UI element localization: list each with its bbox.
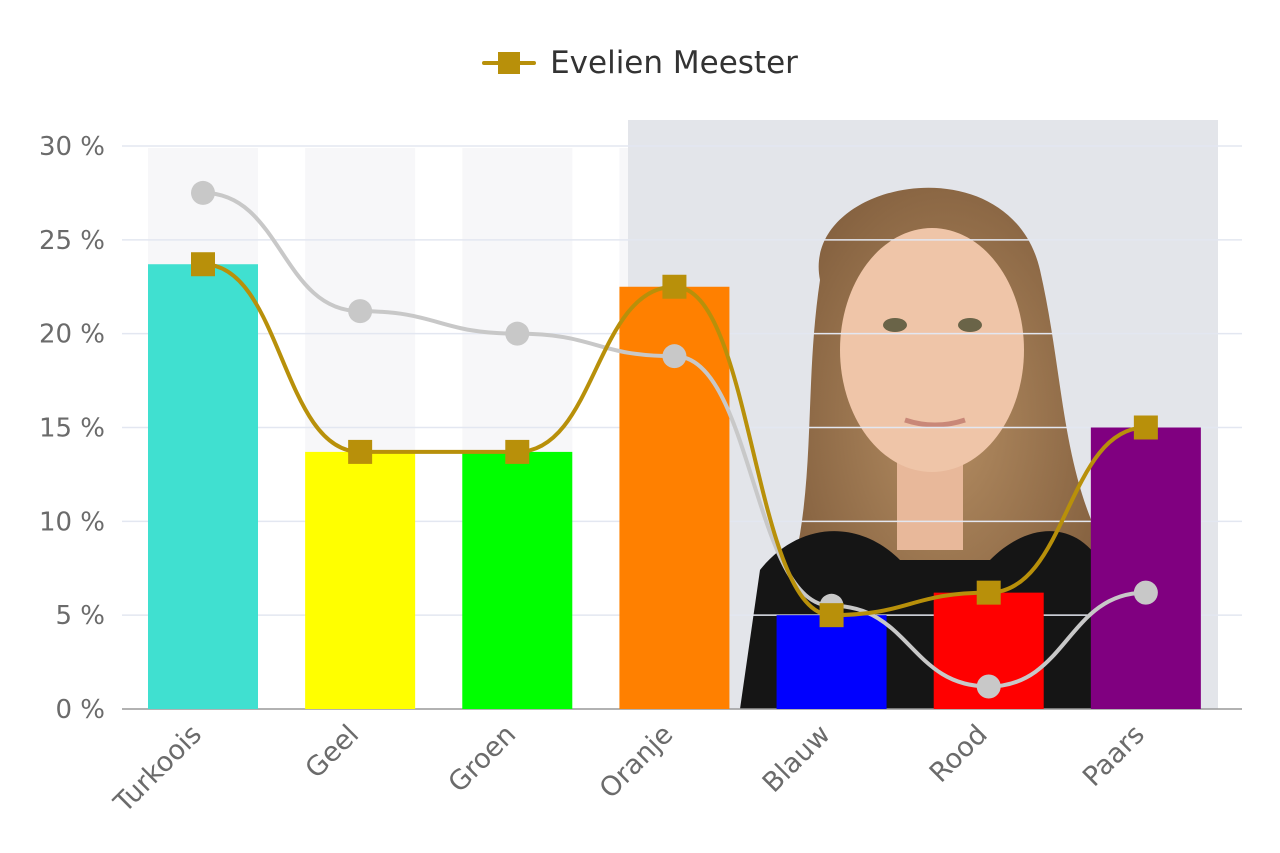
x-category-label: Turkoois [108, 719, 208, 819]
y-tick-label: 0 % [55, 695, 105, 725]
marker-square-groen [505, 439, 530, 464]
marker-circle-rood [976, 674, 1001, 699]
marker-circle-paars [1133, 580, 1158, 605]
x-category-label: Blauw [757, 719, 837, 799]
y-tick-label: 15 % [39, 414, 105, 444]
marker-square-turkoois [191, 252, 215, 277]
x-category-label: Rood [924, 719, 994, 789]
x-category-label: Geel [300, 719, 366, 785]
x-category-label: Paars [1077, 719, 1151, 793]
marker-square-blauw [819, 603, 844, 628]
bar-turkoois [148, 264, 258, 709]
marker-square-geel [348, 439, 373, 464]
marker-square-paars [1133, 415, 1158, 440]
bar-geel [305, 451, 416, 709]
y-tick-label: 30 % [39, 132, 105, 162]
legend-square-line-icon [482, 51, 537, 75]
y-tick-label: 10 % [39, 507, 105, 537]
legend-label: Evelien Meester [550, 45, 798, 81]
marker-circle-geel [348, 299, 373, 324]
y-tick-label: 5 % [55, 601, 105, 631]
bar-groen [462, 451, 573, 709]
x-category-label: Groen [443, 719, 523, 799]
bar-blauw [776, 615, 887, 709]
legend: Evelien Meester [0, 38, 1280, 88]
y-tick-label: 25 % [39, 226, 105, 256]
marker-circle-turkoois [191, 180, 215, 205]
x-category-label: Oranje [594, 719, 680, 805]
marker-square-oranje [662, 274, 687, 299]
marker-circle-oranje [662, 344, 687, 369]
marker-square-rood [976, 580, 1001, 605]
marker-circle-groen [505, 321, 530, 346]
y-tick-label: 20 % [39, 320, 105, 350]
bar-paars [1090, 427, 1201, 709]
